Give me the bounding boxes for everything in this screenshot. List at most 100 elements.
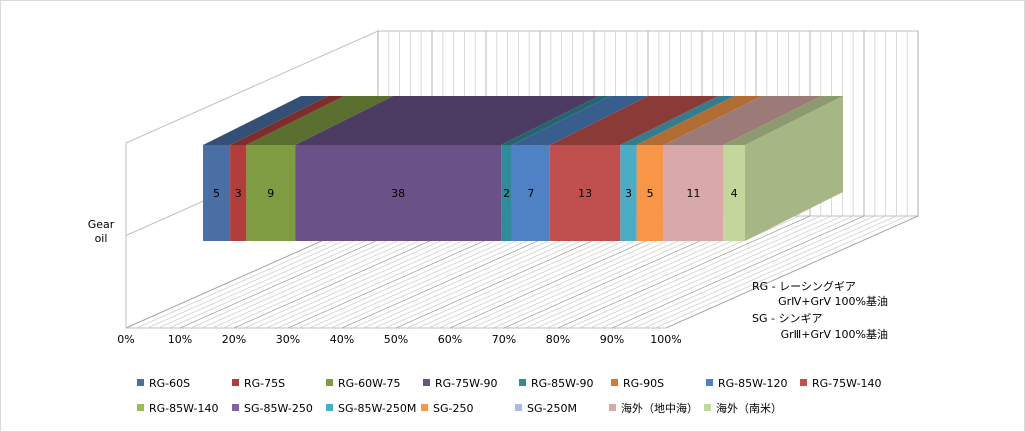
gridline-floor — [644, 215, 897, 329]
gridline-floor — [557, 215, 811, 329]
legend-swatch — [800, 379, 807, 386]
category-label-line: oil — [95, 232, 108, 245]
gridline-floor — [611, 215, 865, 329]
gridline-floor — [665, 215, 919, 329]
gridline-floor — [633, 215, 886, 329]
annotation-line: SG - シンギア — [752, 312, 822, 325]
x-tick-label: 10% — [168, 333, 192, 346]
annotation-line: RG - レーシングギア — [752, 279, 856, 293]
data-label: 4 — [731, 187, 738, 200]
x-tick-label: 20% — [222, 333, 246, 346]
legend-item: SG-250 — [421, 402, 473, 415]
legend-item: SG-250M — [515, 402, 577, 415]
bar-segment — [636, 145, 664, 241]
legend-swatch — [423, 379, 430, 386]
bar-segment-top — [230, 96, 345, 145]
legend-label: 海外（地中海） — [621, 401, 698, 415]
data-label: 11 — [687, 187, 701, 200]
legend-item: RG-85W-90 — [519, 377, 594, 390]
legend-item: RG-90S — [611, 377, 664, 390]
legend-label: SG-85W-250 — [244, 402, 313, 415]
x-tick-label: 30% — [276, 333, 300, 346]
legend-label: RG-85W-90 — [531, 377, 594, 390]
legend-swatch — [326, 404, 333, 411]
bar-segment-top — [511, 96, 648, 145]
data-label: 2 — [503, 187, 510, 200]
data-label: 3 — [625, 187, 632, 200]
bar-segment-top — [549, 96, 719, 145]
legend-swatch — [326, 379, 333, 386]
x-axis-ticks: 0% 10% 20% 30% 40% 50% 60% 70% 80% 90% 100% — [117, 333, 681, 346]
legend-swatch — [232, 404, 239, 411]
legend-item: SG-85W-250M — [326, 402, 416, 415]
legend: RG-60S RG-75S RG-60W-75 RG-75W-90 RG-85W-90 R… — [137, 377, 882, 415]
legend-item: RG-60S — [137, 377, 190, 390]
legend-swatch — [515, 404, 522, 411]
legend-label: RG-90S — [623, 377, 664, 390]
x-tick-label: 100% — [650, 333, 681, 346]
legend-item: RG-75W-140 — [800, 377, 882, 390]
legend-item: SG-85W-250 — [232, 402, 313, 415]
bar-segment-top — [663, 96, 822, 145]
bar-segment-top — [246, 96, 394, 145]
legend-label: RG-60W-75 — [338, 377, 401, 390]
legend-label: RG-85W-120 — [718, 377, 788, 390]
legend-swatch — [609, 404, 616, 411]
x-tick-label: 80% — [546, 333, 570, 346]
gridline-floor — [655, 215, 908, 329]
bar-series — [203, 96, 843, 241]
legend-swatch — [519, 379, 526, 386]
legend-swatch — [706, 379, 713, 386]
legend-swatch — [137, 379, 144, 386]
bar-segment — [549, 145, 621, 241]
legend-label: SG-250M — [527, 402, 577, 415]
data-label: 5 — [647, 187, 654, 200]
legend-item: RG-85W-120 — [706, 377, 788, 390]
annotation-line: GrⅢ+GrⅤ 100%基油 — [781, 327, 888, 341]
bar-segment — [723, 145, 745, 241]
annotation-line: GrⅣ+GrⅤ 100%基油 — [778, 294, 888, 308]
x-tick-label: 60% — [438, 333, 462, 346]
legend-label: RG-85W-140 — [149, 402, 219, 415]
data-label: 7 — [527, 187, 534, 200]
legend-label: RG-60S — [149, 377, 190, 390]
data-label: 13 — [578, 187, 592, 200]
x-tick-label: 0% — [117, 333, 134, 346]
bar-segment — [663, 145, 724, 241]
data-label: 3 — [235, 187, 242, 200]
legend-label: SG-250 — [433, 402, 473, 415]
category-label-line: Gear — [88, 218, 115, 231]
gridline-floor — [601, 215, 854, 329]
bar-segment — [511, 145, 550, 241]
bar-segment — [246, 145, 296, 241]
legend-item: RG-75S — [232, 377, 285, 390]
gridline-floor — [579, 215, 832, 329]
data-labels: 5 3 9 38 2 7 13 3 5 11 4 — [213, 187, 738, 200]
legend-label: RG-75S — [244, 377, 285, 390]
bar-segment-top — [620, 96, 735, 145]
legend-item: RG-60W-75 — [326, 377, 401, 390]
data-label: 38 — [391, 187, 405, 200]
bar-segment — [203, 145, 231, 241]
gridline-floor — [622, 215, 875, 329]
legend-swatch — [232, 379, 239, 386]
bar-segment — [230, 145, 247, 241]
data-label: 5 — [213, 187, 220, 200]
bar-segment — [501, 145, 512, 241]
legend-item: RG-75W-90 — [423, 377, 498, 390]
legend-swatch — [611, 379, 618, 386]
legend-item: 海外（地中海） — [609, 401, 698, 415]
bar-segment — [295, 145, 502, 241]
legend-item: 海外（南米） — [704, 401, 782, 415]
legend-swatch — [421, 404, 428, 411]
bar-segment-top — [295, 96, 600, 145]
bar-segment-top — [203, 96, 329, 145]
legend-label: RG-75W-140 — [812, 377, 882, 390]
legend-swatch — [137, 404, 144, 411]
bar-segment-top — [723, 96, 843, 145]
gridline-floor — [590, 215, 843, 329]
gridline-floor — [568, 215, 821, 329]
bar-segment-top — [636, 96, 762, 145]
